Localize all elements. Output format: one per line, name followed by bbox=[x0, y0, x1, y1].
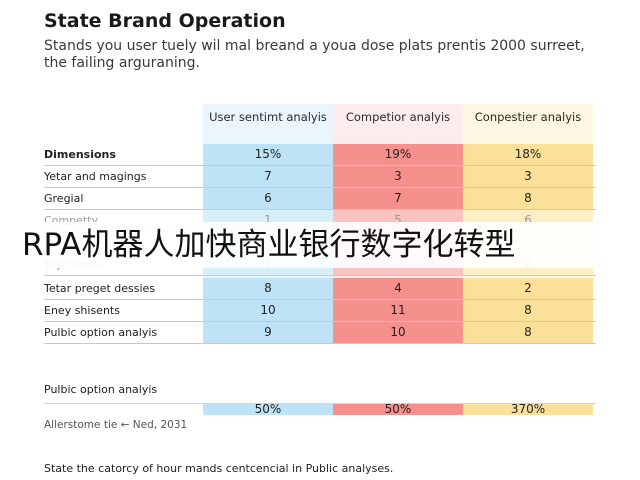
summary-cell: 50% bbox=[333, 403, 463, 415]
row-label: Dimensions bbox=[44, 148, 116, 161]
table-cell: 10 bbox=[203, 300, 333, 321]
table-row: Eney shisents 10 11 8 bbox=[44, 300, 596, 322]
table-cell: 2 bbox=[463, 278, 593, 299]
table-cell: 7 bbox=[203, 166, 333, 187]
table-row: Yetar and magings 7 3 3 bbox=[44, 166, 596, 188]
column-header-competitor: Competior analyis bbox=[345, 110, 451, 124]
page-subtitle: Stands you user tuely wil mal breand a y… bbox=[44, 38, 585, 71]
summary-cell: 50% bbox=[203, 403, 333, 415]
row-label: Pulbic option analyis bbox=[44, 326, 158, 339]
table-cell: 19% bbox=[333, 144, 463, 165]
row-label: Gregial bbox=[44, 192, 84, 205]
row-label: Tetar preget dessies bbox=[44, 282, 156, 295]
summary-divider bbox=[44, 403, 596, 404]
table-cell: 3 bbox=[463, 166, 593, 187]
footer-text: State the catorcy of hour mands centcenc… bbox=[44, 462, 394, 475]
table-row: Pulbic option analyis 9 10 8 bbox=[44, 322, 596, 344]
table-cell: 11 bbox=[333, 300, 463, 321]
table-cell: 7 bbox=[333, 188, 463, 209]
summary-note: Allerstome tie ← Ned, 2031 bbox=[44, 419, 188, 431]
table-cell: 4 bbox=[333, 278, 463, 299]
table-cell: 18% bbox=[463, 144, 593, 165]
table-row: Tetar preget dessies 8 4 2 bbox=[44, 278, 596, 300]
table-row: Gregial 6 7 8 bbox=[44, 188, 596, 210]
table-cell: 8 bbox=[463, 188, 593, 209]
table-cell: 6 bbox=[203, 188, 333, 209]
page-title: State Brand Operation bbox=[44, 10, 286, 32]
caption-overlay-text: RPA机器人加快商业银行数字化转型 bbox=[22, 227, 516, 263]
caption-overlay-band bbox=[0, 222, 640, 268]
column-header-competitor-2: Conpestier analyis bbox=[474, 110, 582, 124]
row-label: Yetar and magings bbox=[44, 170, 147, 183]
table-cell: 15% bbox=[203, 144, 333, 165]
row-label: Eney shisents bbox=[44, 304, 120, 317]
column-header-user-sentiment: User sentimt analyis bbox=[209, 110, 327, 124]
table-row: Dimensions 15% 19% 18% bbox=[44, 144, 596, 166]
table-cell: 8 bbox=[463, 300, 593, 321]
table-cell: 3 bbox=[333, 166, 463, 187]
table-cell: 8 bbox=[463, 322, 593, 343]
summary-cell: 370% bbox=[463, 403, 593, 415]
summary-label: Pulbic option analyis bbox=[44, 383, 158, 396]
table-cell: 9 bbox=[203, 322, 333, 343]
table-cell: 10 bbox=[333, 322, 463, 343]
table-cell: 8 bbox=[203, 278, 333, 299]
